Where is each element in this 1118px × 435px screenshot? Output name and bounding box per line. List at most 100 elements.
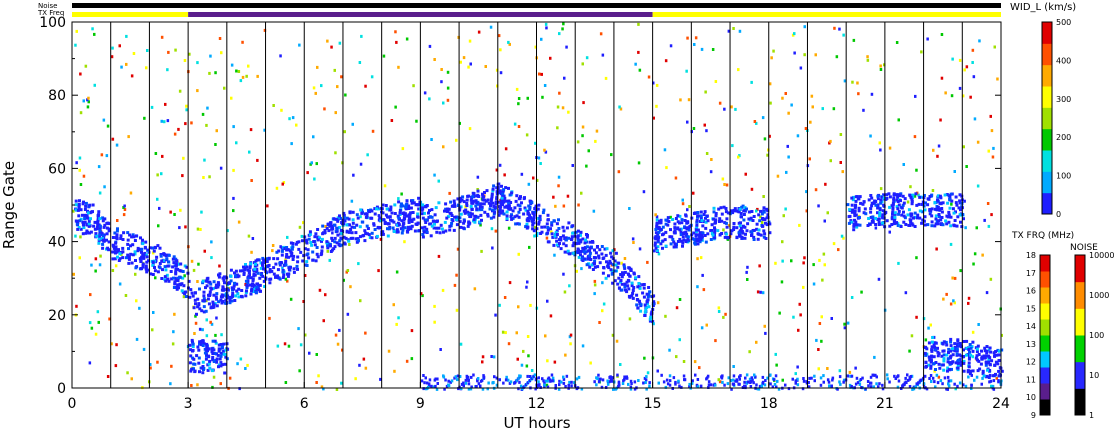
echo-pixel <box>443 220 447 224</box>
echo-pixel <box>496 185 500 189</box>
echo-pixel <box>732 228 736 231</box>
echo-pixel <box>74 234 77 238</box>
echo-pixel <box>949 349 953 353</box>
echo-pixel <box>196 89 199 93</box>
echo-pixel <box>941 363 945 367</box>
echo-pixel <box>582 101 585 105</box>
echo-pixel <box>129 244 132 248</box>
echo-pixel <box>518 380 521 384</box>
colorbar-swatch <box>1040 303 1050 320</box>
echo-pixel <box>597 380 601 384</box>
echo-pixel <box>876 211 879 215</box>
echo-pixel <box>661 246 664 250</box>
echo-pixel <box>282 273 286 277</box>
echo-pixel <box>643 303 647 307</box>
echo-pixel <box>951 276 954 280</box>
echo-pixel <box>468 214 472 218</box>
echo-pixel <box>796 365 799 369</box>
echo-pixel <box>895 205 899 209</box>
echo-pixel <box>215 297 219 301</box>
echo-pixel <box>513 215 517 219</box>
echo-pixel <box>174 268 178 272</box>
echo-pixel <box>116 227 119 231</box>
echo-pixel <box>874 203 878 207</box>
echo-pixel <box>598 321 601 324</box>
echo-pixel <box>513 381 517 385</box>
echo-pixel <box>271 244 275 247</box>
echo-pixel <box>202 305 206 309</box>
echo-pixel <box>854 366 857 370</box>
echo-pixel <box>763 232 767 236</box>
echo-pixel <box>681 241 685 245</box>
echo-pixel <box>483 210 487 214</box>
echo-pixel <box>233 281 236 285</box>
echo-pixel <box>467 387 471 391</box>
echo-pixel <box>639 303 643 307</box>
echo-pixel <box>198 370 201 374</box>
echo-pixel <box>680 221 684 225</box>
echo-pixel <box>97 320 100 324</box>
echo-pixel <box>456 197 460 201</box>
echo-pixel <box>226 281 230 285</box>
colorbar-tick-label: 100 <box>1056 172 1071 181</box>
echo-pixel <box>738 224 742 228</box>
echo-pixel <box>596 245 599 248</box>
echo-pixel <box>538 214 542 218</box>
echo-pixel <box>167 260 170 264</box>
echo-pixel <box>549 56 552 60</box>
echo-pixel <box>79 111 83 115</box>
echo-pixel <box>178 226 181 230</box>
echo-pixel <box>759 215 762 219</box>
echo-pixel <box>345 216 349 220</box>
echo-pixel <box>132 235 136 239</box>
echo-pixel <box>320 249 324 253</box>
echo-pixel <box>329 244 332 248</box>
echo-pixel <box>544 379 548 383</box>
echo-pixel <box>554 232 557 236</box>
echo-pixel <box>337 242 341 246</box>
echo-pixel <box>942 349 946 353</box>
echo-pixel <box>113 257 117 261</box>
echo-pixel <box>796 383 800 387</box>
echo-pixel <box>558 379 561 383</box>
echo-pixel <box>155 255 159 259</box>
echo-pixel <box>813 374 816 378</box>
echo-pixel <box>659 227 663 231</box>
echo-pixel <box>295 264 299 268</box>
echo-pixel <box>872 201 876 205</box>
echo-pixel <box>577 241 581 245</box>
echo-pixel <box>901 203 905 207</box>
echo-pixel <box>524 208 528 212</box>
echo-pixel <box>696 228 700 232</box>
echo-pixel <box>546 377 550 381</box>
echo-pixel <box>126 371 129 375</box>
echo-pixel <box>986 368 989 372</box>
echo-pixel <box>289 254 293 258</box>
echo-pixel <box>442 375 446 379</box>
echo-pixel <box>281 266 284 270</box>
echo-pixel <box>210 350 214 354</box>
echo-pixel <box>625 375 628 379</box>
echo-pixel <box>637 275 641 279</box>
echo-pixel <box>730 229 734 233</box>
echo-pixel <box>194 314 197 318</box>
echo-pixel <box>498 209 502 213</box>
echo-pixel <box>399 202 403 206</box>
echo-pixel <box>937 219 940 223</box>
echo-pixel <box>528 245 531 249</box>
echo-pixel <box>177 262 181 266</box>
echo-pixel <box>556 126 559 130</box>
echo-pixel <box>636 306 640 310</box>
echo-pixel <box>78 256 81 260</box>
echo-pixel <box>705 214 709 218</box>
echo-pixel <box>903 216 907 220</box>
echo-pixel <box>182 295 186 299</box>
echo-pixel <box>537 380 540 384</box>
echo-pixel <box>622 272 625 276</box>
echo-pixel <box>668 374 672 378</box>
echo-pixel <box>926 37 929 41</box>
echo-pixel <box>597 373 600 377</box>
echo-pixel <box>863 207 867 211</box>
echo-pixel <box>620 275 624 279</box>
echo-pixel <box>164 279 168 283</box>
